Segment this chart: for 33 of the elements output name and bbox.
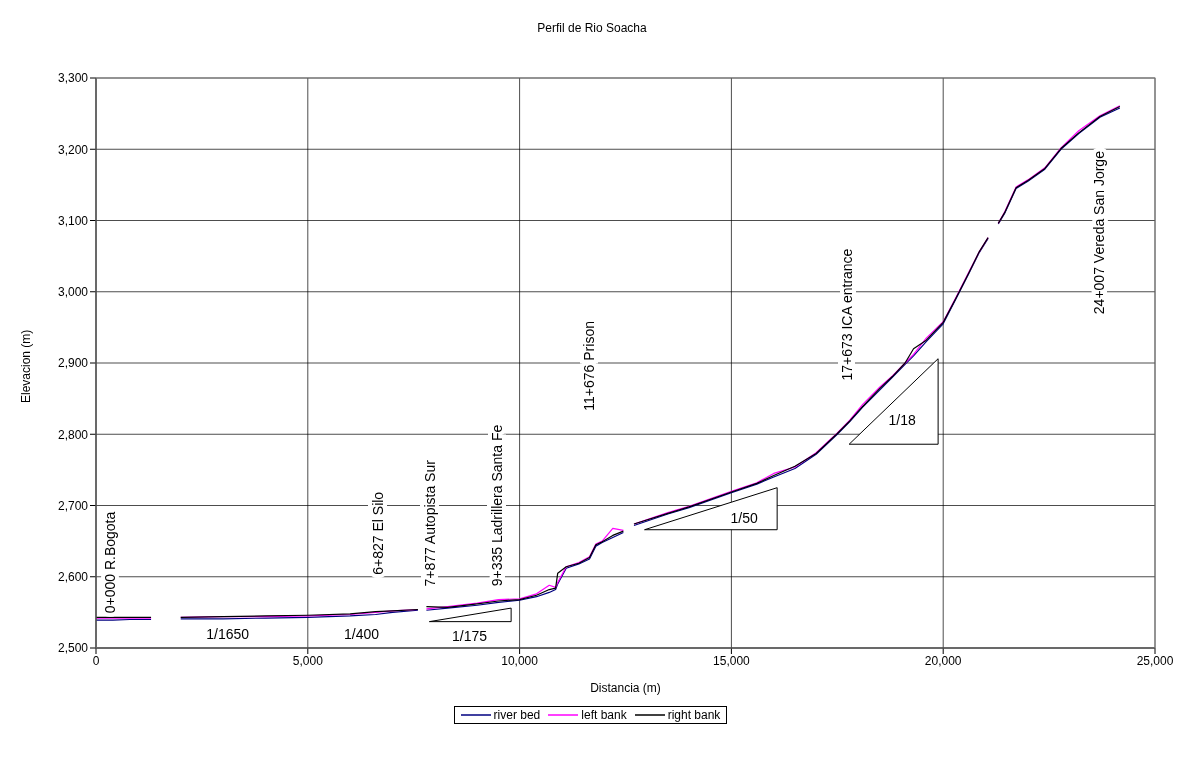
annotation: 1/400	[344, 626, 380, 643]
y-tick-label: 2,500	[57, 641, 89, 656]
annotation: 9+335 Ladrillera Santa Fe	[488, 424, 505, 587]
x-axis-title: Distancia (m)	[590, 681, 661, 695]
y-axis-title: Elevacion (m)	[19, 329, 34, 403]
legend-label: river bed	[492, 708, 541, 722]
annotation: 17+673 ICA entrance	[839, 248, 856, 381]
y-tick-label: 2,600	[57, 570, 89, 585]
annotation: 0+000 R.Bogota	[101, 511, 118, 614]
annotation: 6+827 El Silo	[369, 491, 386, 575]
y-tick-label: 3,200	[57, 142, 89, 157]
x-tick-label: 10,000	[501, 653, 539, 668]
annotation: 11+676 Prison	[581, 321, 598, 411]
chart-title: Perfil de Rio Soacha	[536, 20, 648, 37]
y-tick-label: 3,300	[57, 71, 89, 86]
x-tick-label: 20,000	[924, 653, 962, 668]
x-tick-label: 5,000	[292, 653, 324, 668]
annotation: 1/175	[452, 627, 488, 644]
x-tick-label: 15,000	[713, 653, 751, 668]
y-tick-label: 3,100	[57, 213, 89, 228]
x-tick-label: 0	[92, 653, 100, 668]
y-tick-label: 3,000	[57, 285, 89, 300]
annotation: 7+877 Autopista Sur	[421, 459, 438, 587]
annotation: 1/1650	[206, 626, 250, 643]
legend-label: right bank	[666, 708, 721, 722]
x-tick-label: 25,000	[1136, 653, 1174, 668]
annotation: 1/18	[888, 412, 916, 428]
y-tick-label: 2,800	[57, 427, 89, 442]
y-tick-label: 2,700	[57, 498, 89, 513]
legend-label: left bank	[580, 708, 627, 722]
annotation: 1/50	[730, 510, 758, 527]
annotation: 24+007 Vereda San Jorge	[1091, 150, 1108, 315]
y-tick-label: 2,900	[57, 356, 89, 371]
